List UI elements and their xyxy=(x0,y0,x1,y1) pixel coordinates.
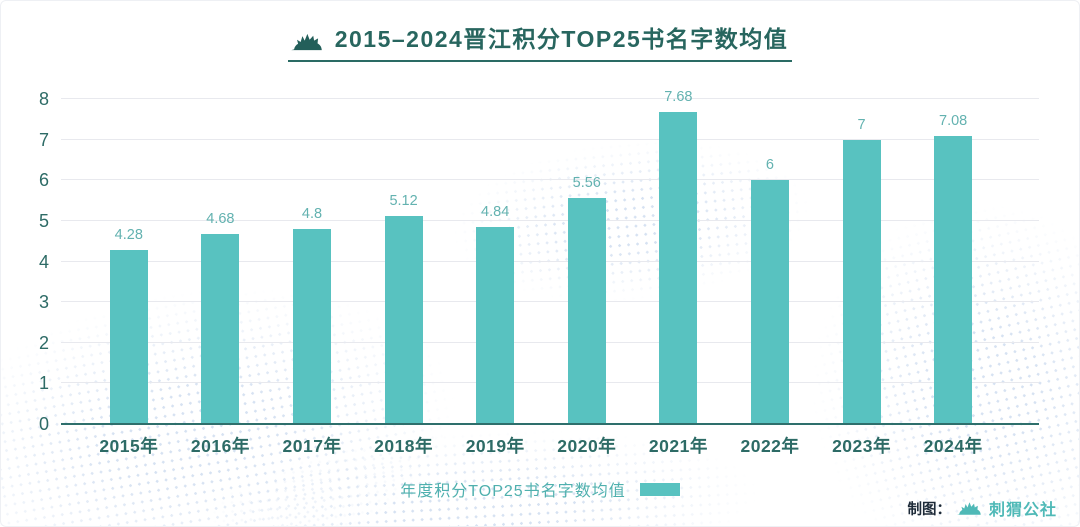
credit-prefix-label: 制图： xyxy=(907,501,951,518)
bar-column: 4.68 xyxy=(175,99,267,424)
bar-column: 7.68 xyxy=(633,89,725,424)
gridline xyxy=(61,382,1039,384)
x-axis-label: 2020年 xyxy=(557,436,617,456)
bar-value-label: 7.08 xyxy=(939,113,968,130)
bar-column: 4.84 xyxy=(449,99,541,424)
bars-group: 4.28 4.68 4.8 5.12 4.84 5.56 7.68 6 7 7.08 xyxy=(83,89,999,424)
x-axis-label: 2019年 xyxy=(465,436,525,456)
bar-value-label: 4.84 xyxy=(481,204,510,221)
bar xyxy=(934,136,973,424)
x-axis-label: 2018年 xyxy=(374,436,434,456)
gridline xyxy=(61,341,1039,343)
bar-column: 7.08 xyxy=(907,99,999,424)
gridline xyxy=(61,98,1039,99)
y-axis-label: 0 xyxy=(38,414,49,434)
bar-column: 4.8 xyxy=(266,99,358,424)
bar-value-label: 7.68 xyxy=(664,89,693,105)
bar xyxy=(384,216,423,424)
gridline xyxy=(61,219,1039,221)
bar xyxy=(292,229,331,424)
chart-header: 2015–2024晋江积分TOP25书名字数均值 xyxy=(1,25,1079,62)
x-axis-label: 2017年 xyxy=(282,436,342,456)
x-axis: 2015年 2016年 2017年 2018年 2019年 2020年 2021年 2022年… xyxy=(83,433,999,458)
hedgehog-icon xyxy=(291,33,322,51)
bar xyxy=(842,139,881,424)
bar-value-label: 4.8 xyxy=(301,206,323,222)
x-axis-label: 2015年 xyxy=(99,436,159,456)
bar-column: 4.28 xyxy=(83,99,175,424)
credit: 制图： 刺猬公社 xyxy=(907,496,1057,520)
y-axis-label: 1 xyxy=(38,373,49,394)
chart-title: 2015–2024晋江积分TOP25书名字数均值 xyxy=(334,26,789,52)
bar-column: 5.12 xyxy=(358,99,450,424)
bar-value-label: 5.12 xyxy=(389,193,418,209)
x-axis-label: 2016年 xyxy=(190,436,250,456)
bar xyxy=(476,227,515,424)
legend-swatch xyxy=(639,482,680,496)
bar-column: 7 xyxy=(816,99,908,424)
y-axis-label: 3 xyxy=(38,292,49,313)
bar-value-label: 6 xyxy=(765,157,774,174)
credit-brand-label: 刺猬公社 xyxy=(988,502,1057,519)
bar xyxy=(109,250,148,424)
legend: 年度积分TOP25书名字数均值 xyxy=(1,477,1079,501)
x-axis-line xyxy=(61,423,1039,425)
bar xyxy=(750,180,789,424)
gridline xyxy=(61,138,1039,140)
bar-value-label: 7 xyxy=(857,116,866,133)
bar xyxy=(567,198,606,424)
bar xyxy=(659,112,698,424)
y-axis-label: 7 xyxy=(38,129,49,150)
gridline xyxy=(61,260,1039,262)
bar-value-label: 4.68 xyxy=(206,210,235,227)
bar xyxy=(201,233,240,424)
y-axis-label: 8 xyxy=(38,89,49,109)
gridline xyxy=(61,301,1039,303)
title-underline-group: 2015–2024晋江积分TOP25书名字数均值 xyxy=(287,25,793,62)
x-axis-label: 2022年 xyxy=(740,436,800,456)
y-axis-label: 4 xyxy=(38,251,49,272)
x-axis-label: 2024年 xyxy=(923,436,983,456)
y-axis-label: 2 xyxy=(38,332,49,353)
plot-area: 4.28 4.68 4.8 5.12 4.84 5.56 7.68 6 7 7.08 xyxy=(61,89,1039,425)
hedgehog-icon xyxy=(957,501,981,515)
bar-value-label: 5.56 xyxy=(572,175,601,192)
x-axis-label: 2023年 xyxy=(832,436,892,456)
x-axis-label: 2021年 xyxy=(648,436,708,456)
bar-value-label: 4.28 xyxy=(114,227,143,244)
y-axis-label: 6 xyxy=(38,170,49,191)
bar-column: 6 xyxy=(724,99,816,424)
y-axis: 0 1 2 3 4 5 6 7 8 xyxy=(1,1,49,526)
gridline xyxy=(61,179,1039,181)
legend-label: 年度积分TOP25书名字数均值 xyxy=(400,483,626,500)
y-axis-label: 5 xyxy=(38,210,49,231)
bar-column: 5.56 xyxy=(541,99,633,424)
